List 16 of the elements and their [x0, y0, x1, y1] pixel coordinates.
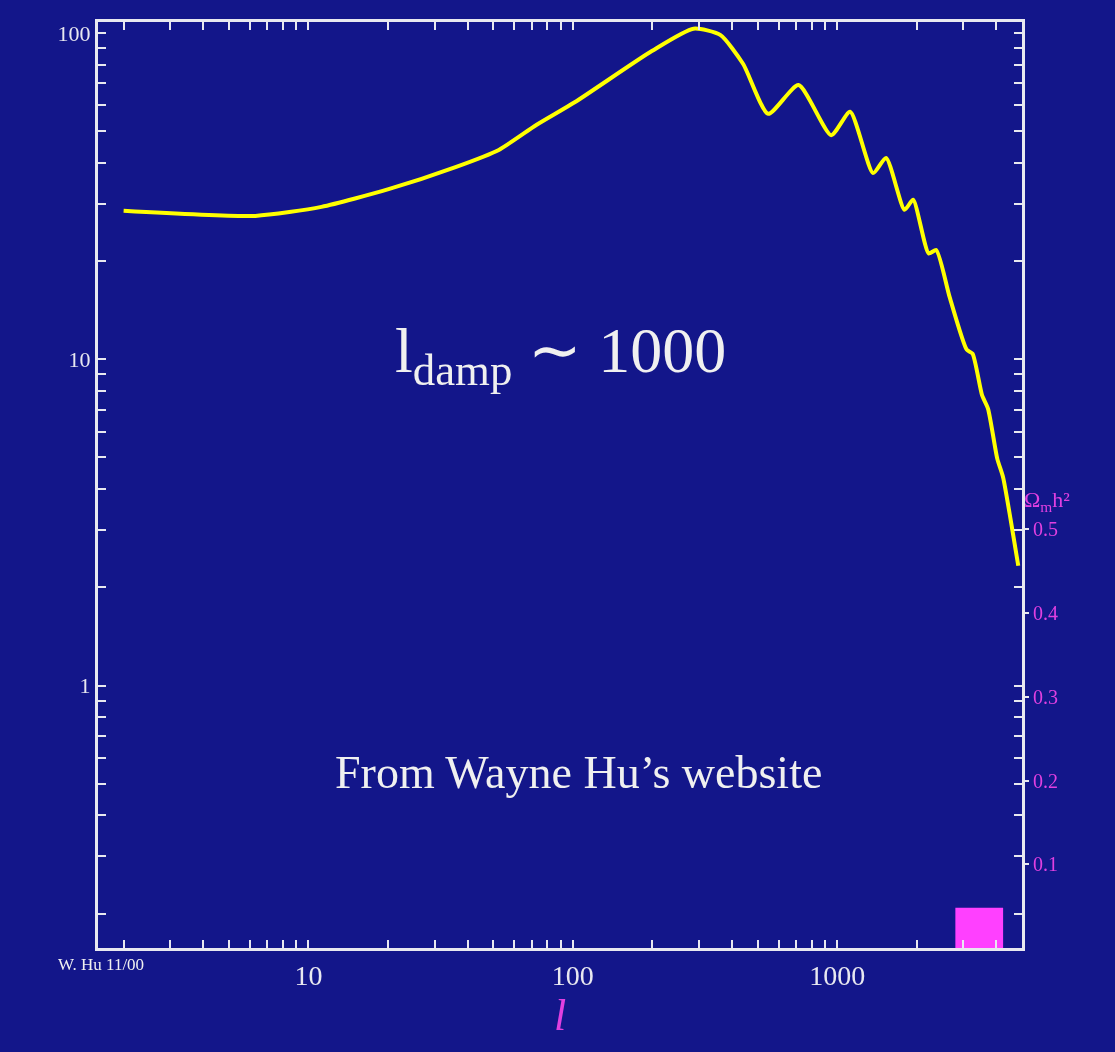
- x-tick-label: 1000: [809, 959, 866, 991]
- annotation: From Wayne Hu’s website: [335, 747, 823, 798]
- x-tick-label: 100: [551, 959, 594, 991]
- y-tick-label: 100: [57, 20, 91, 46]
- y2-tick-label: 0.1: [1033, 853, 1058, 876]
- y2-axis-title: Ω$_{m}$h²: [1024, 487, 1071, 515]
- y2-tick-label: 0.2: [1033, 769, 1058, 792]
- y2-tick-label: 0.3: [1033, 685, 1058, 708]
- x-tick-label: 10: [294, 959, 323, 991]
- y2-tick-label: 0.4: [1033, 602, 1058, 625]
- text: W. Hu 11/00: [58, 955, 145, 974]
- y2-tick-label: 0.5: [1033, 518, 1058, 541]
- x-axis-title: l: [553, 990, 567, 1040]
- annotation: l$_{damp}$ ∼ 1000: [395, 315, 727, 396]
- y-tick-label: 10: [68, 346, 91, 372]
- y-tick-label: 1: [79, 673, 91, 699]
